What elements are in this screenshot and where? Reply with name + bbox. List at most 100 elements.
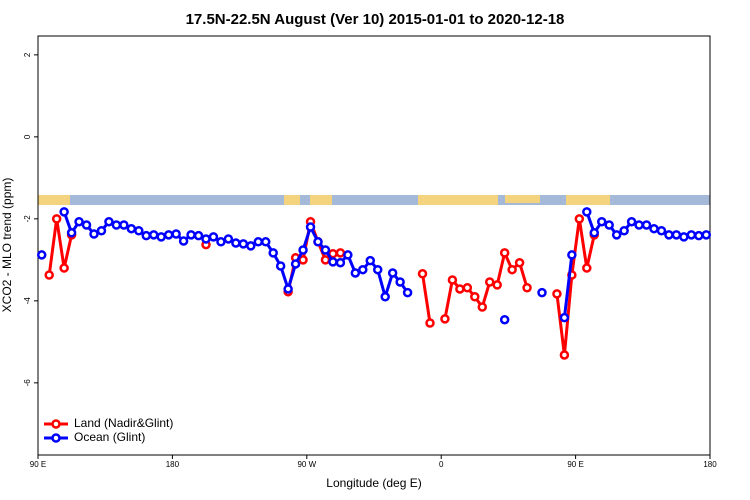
point	[567, 250, 577, 260]
legend-marker	[51, 433, 61, 443]
point	[671, 230, 682, 240]
point	[574, 214, 585, 224]
point	[298, 255, 308, 265]
y-tick-label: -6	[23, 379, 32, 387]
point	[641, 220, 652, 230]
point	[649, 223, 659, 234]
point	[89, 229, 99, 239]
point	[499, 314, 510, 325]
point	[156, 232, 166, 242]
x-tick-label: 0	[439, 460, 444, 469]
point	[417, 269, 428, 279]
point	[507, 264, 517, 275]
x-tick-label: 90 E	[30, 460, 46, 469]
point	[380, 291, 390, 302]
point	[619, 225, 629, 236]
x-axis-label: Longitude (deg E)	[326, 476, 421, 490]
point	[59, 263, 69, 273]
legend-marker	[51, 419, 61, 429]
point	[537, 287, 547, 298]
point	[335, 248, 346, 258]
land-strip	[418, 195, 498, 205]
point	[313, 237, 323, 247]
point	[589, 228, 600, 238]
point	[634, 220, 644, 230]
point	[81, 220, 92, 230]
point	[679, 232, 689, 242]
point	[492, 280, 502, 290]
y-tick-label: -4	[23, 297, 32, 305]
y-tick-label: 2	[23, 52, 32, 57]
point	[126, 223, 137, 234]
point	[134, 225, 144, 236]
point	[335, 257, 346, 268]
point	[582, 263, 592, 273]
point	[582, 207, 592, 217]
point	[447, 275, 458, 285]
point	[387, 268, 398, 278]
point	[260, 237, 271, 247]
point	[253, 237, 264, 247]
point	[596, 216, 607, 227]
legend-label: Land (Nadir&Glint)	[74, 416, 173, 430]
point	[455, 284, 465, 294]
point	[656, 225, 667, 236]
point	[238, 239, 249, 249]
point	[425, 318, 435, 328]
point	[559, 312, 570, 323]
land-strip	[310, 195, 332, 205]
point	[268, 248, 278, 258]
point	[163, 230, 174, 240]
point	[119, 220, 129, 230]
point	[283, 284, 293, 294]
point	[148, 230, 159, 240]
point	[298, 245, 308, 255]
y-axis-label: XCO2 - MLO trend (ppm)	[0, 178, 14, 313]
land-strip	[566, 195, 610, 205]
point	[611, 230, 622, 240]
point	[320, 245, 331, 255]
point	[275, 261, 286, 271]
point	[328, 257, 338, 267]
point	[552, 289, 562, 299]
land-strip	[284, 195, 300, 205]
point	[44, 270, 54, 280]
point	[395, 277, 405, 287]
y-tick-label: 0	[23, 134, 32, 139]
point	[59, 207, 69, 217]
point	[290, 259, 301, 269]
point	[246, 241, 256, 251]
land-strip	[505, 195, 540, 203]
point	[231, 238, 241, 248]
point	[694, 230, 704, 241]
point	[350, 268, 361, 278]
point	[178, 236, 189, 246]
point	[462, 282, 473, 293]
point	[440, 314, 450, 324]
point	[358, 264, 368, 275]
point	[320, 255, 331, 265]
point	[484, 277, 495, 287]
x-tick-label: 90 W	[297, 460, 316, 469]
y-tick-label: -2	[23, 215, 32, 223]
point	[402, 287, 413, 298]
point	[74, 216, 84, 227]
point	[104, 216, 114, 227]
point	[201, 234, 211, 244]
point	[36, 250, 47, 260]
point	[365, 255, 376, 266]
point	[664, 230, 674, 240]
point	[208, 232, 219, 242]
point	[626, 216, 637, 227]
point	[193, 230, 204, 241]
point	[499, 248, 510, 258]
point	[604, 220, 614, 230]
land-strip	[38, 195, 70, 205]
point	[186, 230, 196, 240]
point	[305, 222, 316, 232]
chart-title: 17.5N-22.5N August (Ver 10) 2015-01-01 t…	[186, 11, 565, 28]
point	[171, 229, 181, 239]
point	[96, 225, 107, 236]
